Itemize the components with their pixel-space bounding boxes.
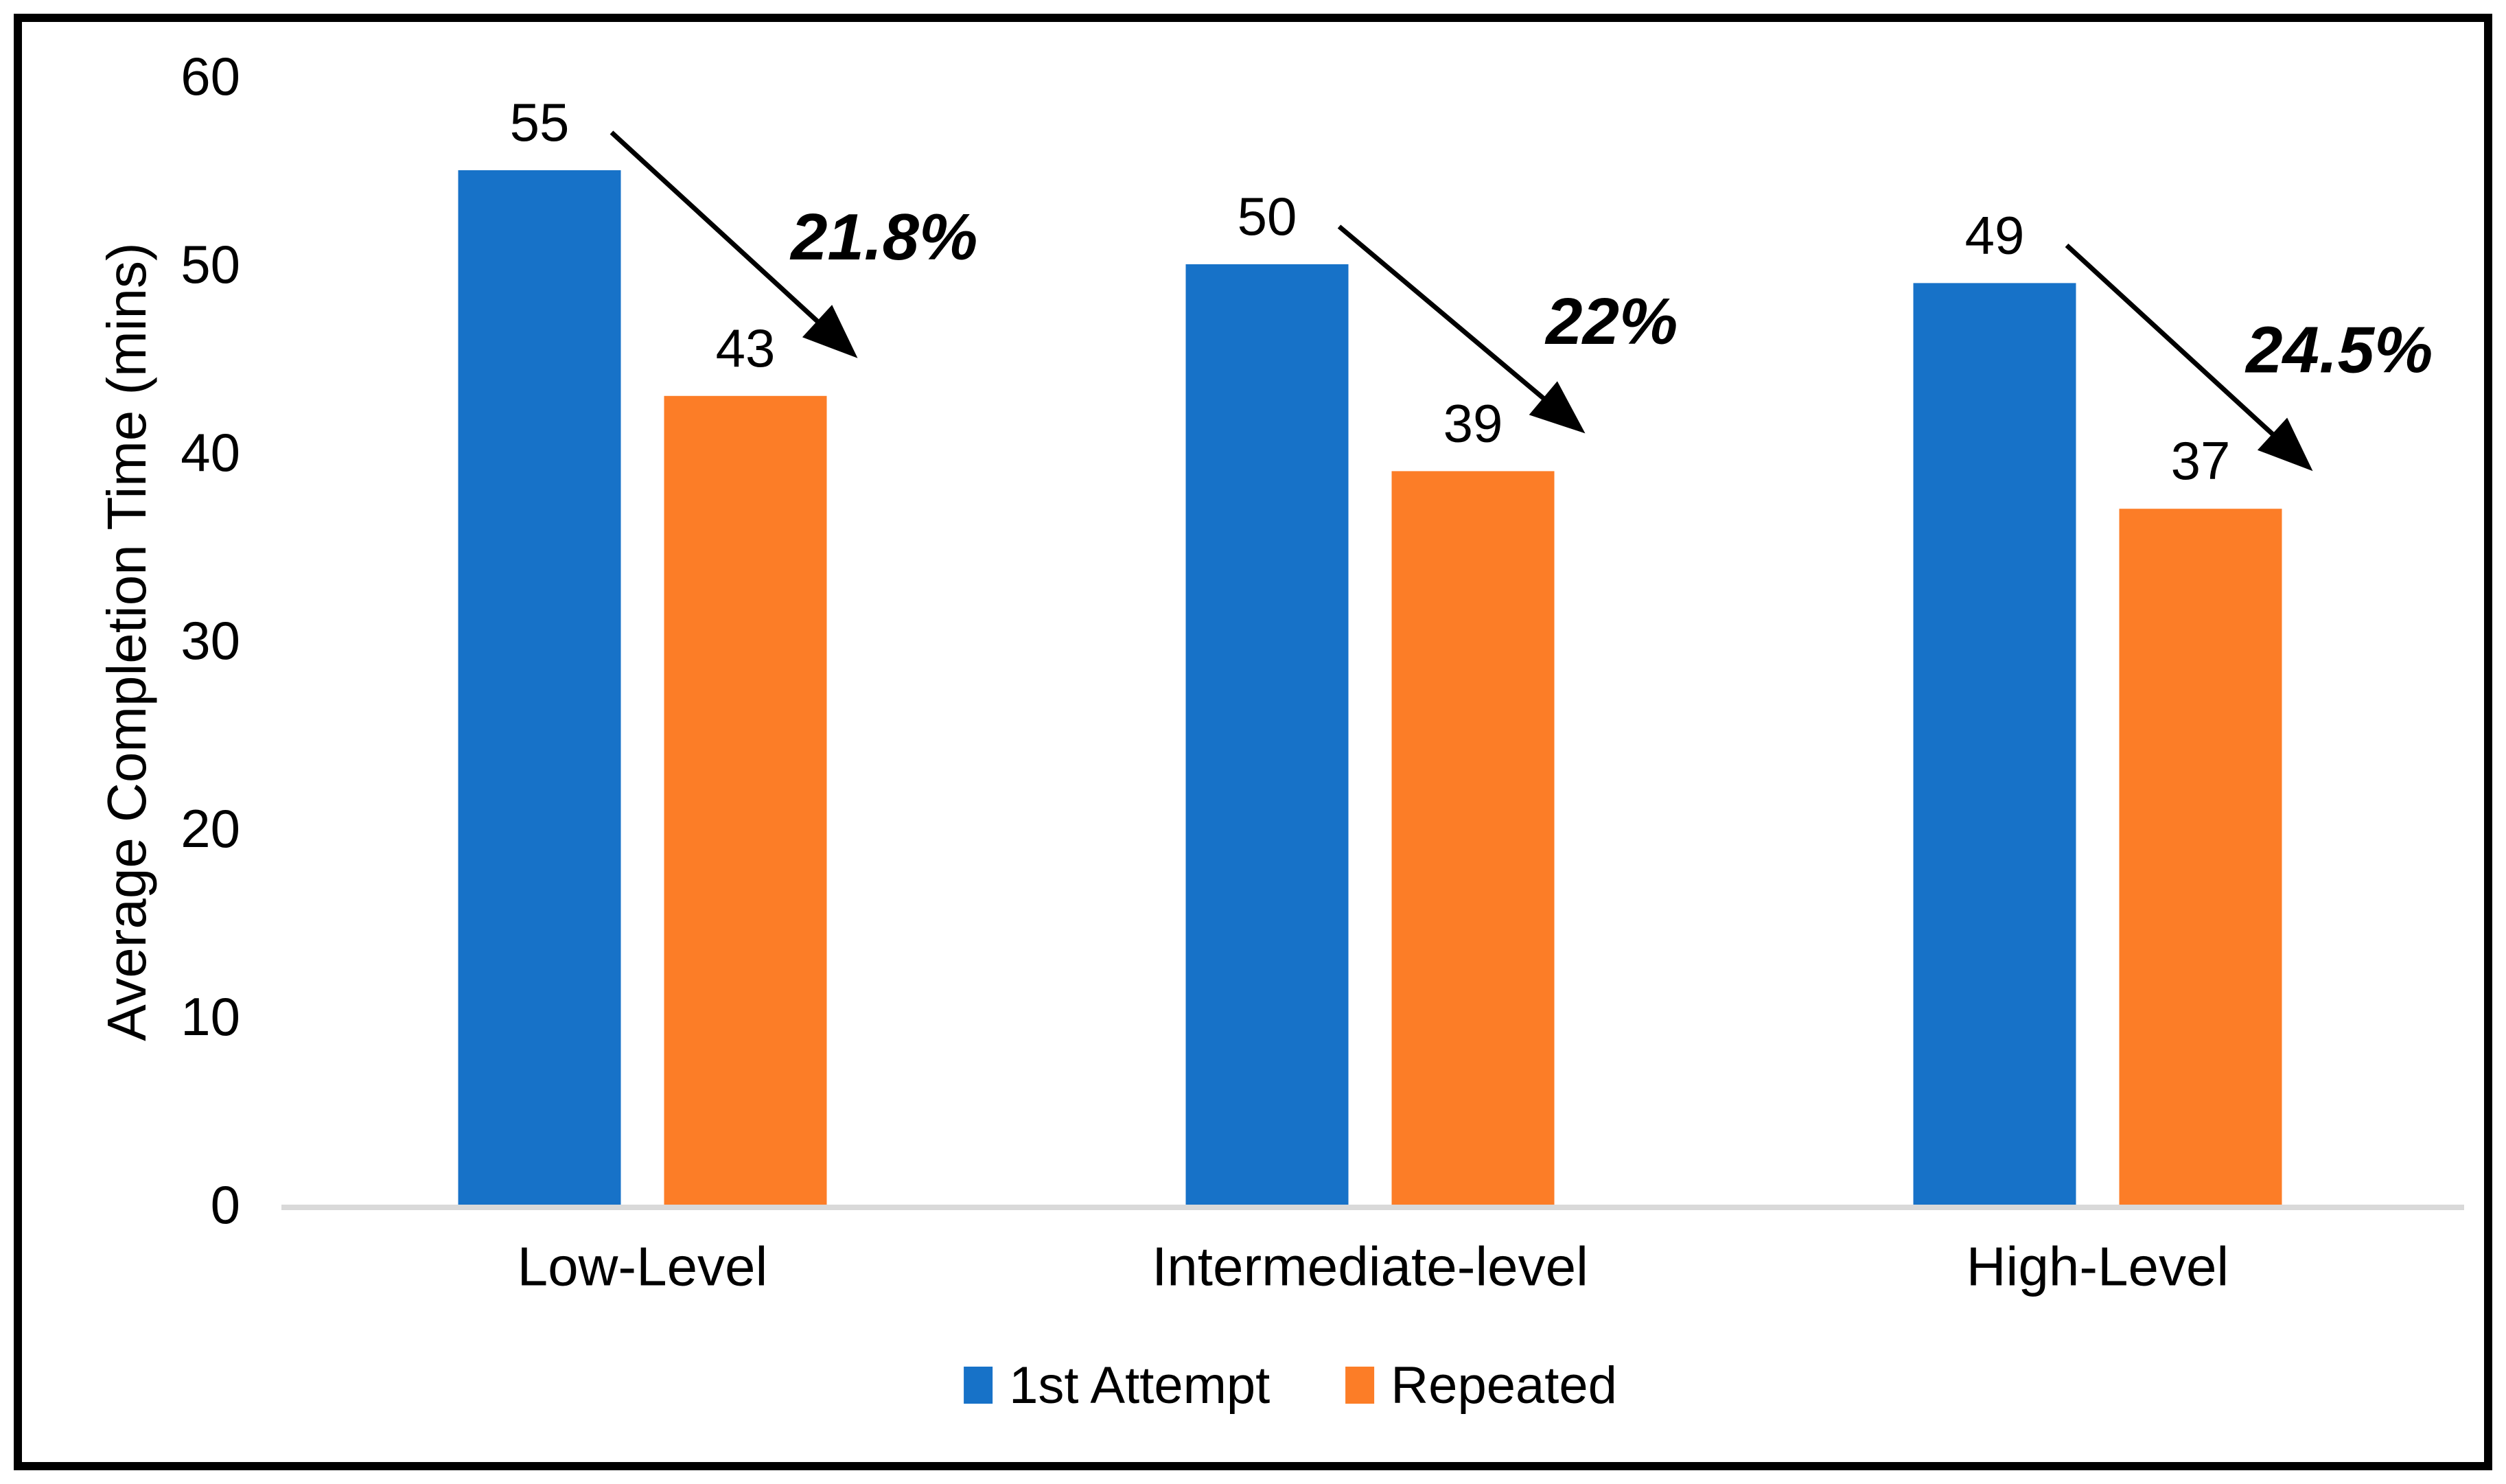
legend-item-1st-attempt: 1st Attempt bbox=[964, 1356, 1270, 1415]
bar-1st-attempt-high-level bbox=[1913, 283, 2076, 1205]
reduction-percent-label-high-level: 24.5% bbox=[2244, 313, 2433, 386]
y-tick-label-30: 30 bbox=[181, 610, 240, 671]
y-tick-label-10: 10 bbox=[181, 986, 240, 1047]
legend-item-repeated: Repeated bbox=[1345, 1356, 1617, 1415]
legend-swatch-1st-attempt bbox=[964, 1367, 993, 1404]
legend-label-1st-attempt: 1st Attempt bbox=[1009, 1356, 1271, 1415]
reduction-arrow-head-low-level bbox=[802, 305, 858, 358]
category-label-intermediate-level: Intermediate-level bbox=[1152, 1236, 1588, 1297]
value-label-1st-attempt-high-level: 49 bbox=[1965, 205, 2025, 265]
y-axis-title: Average Completion Time (mins) bbox=[96, 242, 157, 1041]
y-tick-label-0: 0 bbox=[211, 1174, 240, 1235]
bar-repeated-intermediate-level bbox=[1391, 471, 1555, 1205]
legend-label-repeated: Repeated bbox=[1391, 1356, 1617, 1415]
category-label-high-level: High-Level bbox=[1966, 1236, 2229, 1297]
reduction-arrow-line-intermediate-level bbox=[1337, 224, 1558, 411]
reduction-percent-label-low-level: 21.8% bbox=[789, 200, 977, 274]
reduction-arrow-line-high-level bbox=[2065, 243, 2287, 448]
y-tick-label-60: 60 bbox=[181, 46, 240, 106]
value-label-repeated-low-level: 43 bbox=[716, 318, 776, 378]
value-label-repeated-high-level: 37 bbox=[2171, 430, 2231, 491]
y-tick-label-20: 20 bbox=[181, 798, 240, 859]
value-label-1st-attempt-low-level: 55 bbox=[510, 92, 570, 152]
chart-frame-border bbox=[14, 14, 2492, 1470]
bar-1st-attempt-intermediate-level bbox=[1185, 264, 1349, 1205]
legend-swatch-repeated bbox=[1345, 1367, 1375, 1404]
value-label-1st-attempt-intermediate-level: 50 bbox=[1238, 186, 1297, 246]
bar-1st-attempt-low-level bbox=[458, 170, 621, 1205]
reduction-arrow-line-low-level bbox=[610, 130, 832, 335]
y-tick-label-50: 50 bbox=[181, 234, 240, 294]
y-tick-label-40: 40 bbox=[181, 422, 240, 483]
legend: 1st Attempt Repeated bbox=[964, 1344, 1617, 1426]
category-label-low-level: Low-Level bbox=[518, 1236, 768, 1297]
reduction-arrow-head-intermediate-level bbox=[1529, 381, 1586, 434]
reduction-arrow-head-high-level bbox=[2257, 417, 2313, 472]
bar-repeated-low-level bbox=[664, 395, 827, 1205]
value-label-repeated-intermediate-level: 39 bbox=[1443, 393, 1503, 453]
reduction-percent-label-intermediate-level: 22% bbox=[1544, 285, 1678, 358]
bar-repeated-high-level bbox=[2119, 509, 2282, 1205]
